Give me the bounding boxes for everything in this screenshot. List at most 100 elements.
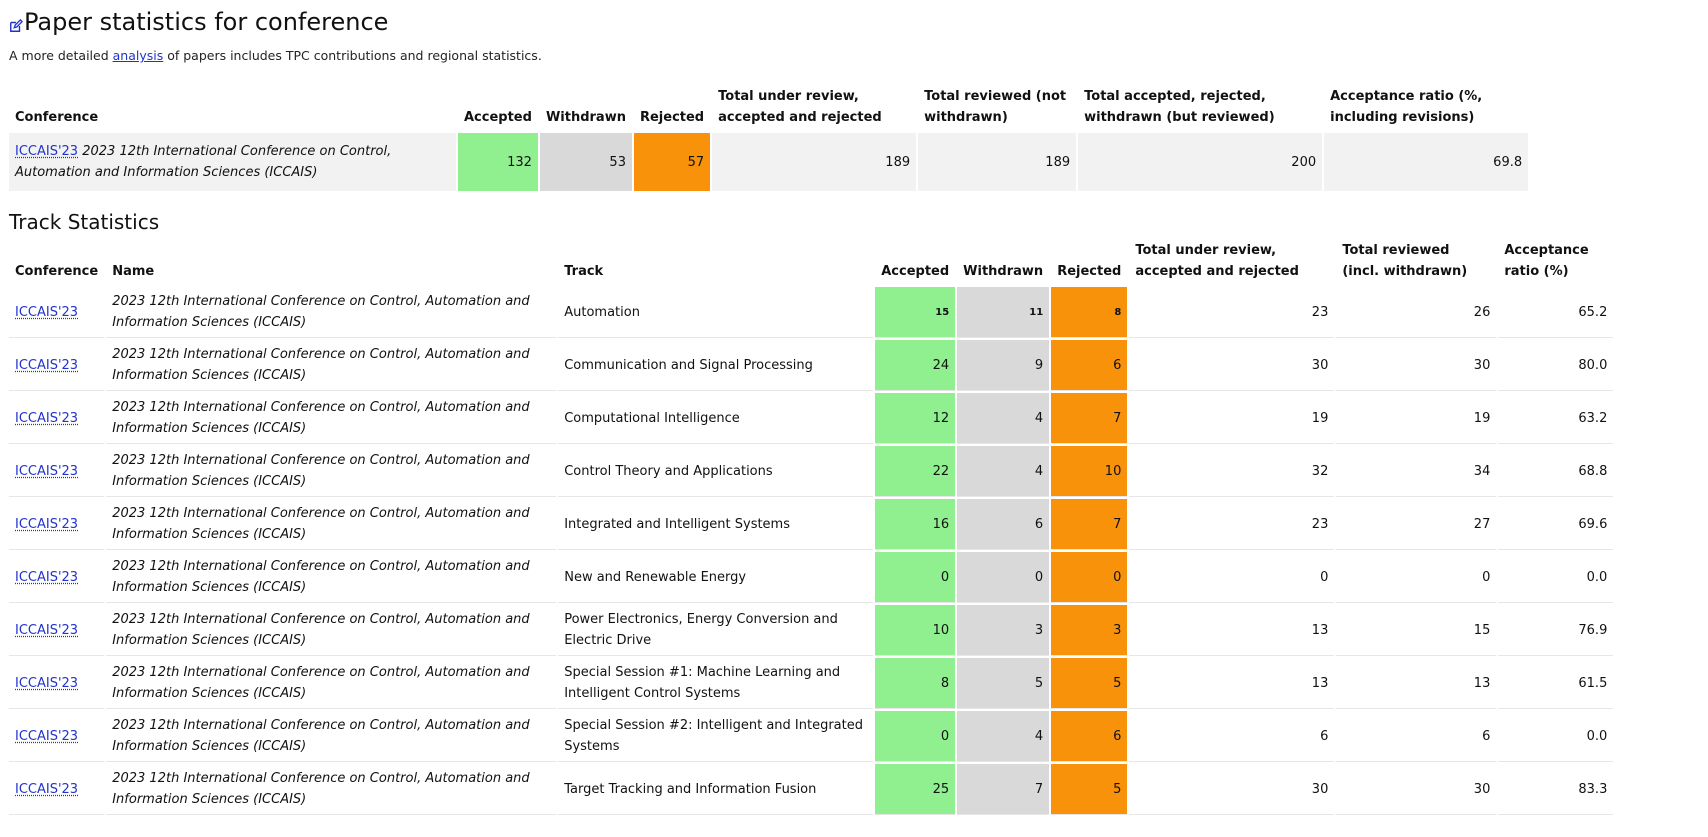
conference-acronym-link[interactable]: ICCAIS'23 (15, 781, 79, 797)
track-conference-cell: ICCAIS'23 (9, 711, 105, 762)
track-total-under-review: 0 (1129, 552, 1335, 603)
conference-acronym-link[interactable]: ICCAIS'23 (15, 357, 79, 373)
track-conference-cell: ICCAIS'23 (9, 340, 105, 391)
track-accepted: 16 (875, 499, 956, 550)
track-conference-name: 2023 12th International Conference on Co… (106, 711, 557, 762)
track-conference-name: 2023 12th International Conference on Co… (106, 552, 557, 603)
track-acceptance-ratio: 76.9 (1498, 605, 1614, 656)
track-total-reviewed: 27 (1336, 499, 1497, 550)
intro-text: A more detailed analysis of papers inclu… (9, 48, 1699, 64)
track-name: Integrated and Intelligent Systems (558, 499, 874, 550)
track-name: Power Electronics, Energy Conversion and… (558, 605, 874, 656)
track-total-reviewed: 30 (1336, 340, 1497, 391)
track-rejected: 8 (1051, 287, 1128, 338)
table-row: ICCAIS'23 2023 12th International Confer… (9, 340, 1614, 391)
track-accepted: 12 (875, 393, 956, 444)
summary-conference-cell: ICCAIS'23 2023 12th International Confer… (9, 133, 456, 191)
page-title: Paper statistics for conference (9, 6, 1699, 38)
track-rejected: 7 (1051, 499, 1128, 550)
track-total-reviewed: 34 (1336, 446, 1497, 497)
track-conference-cell: ICCAIS'23 (9, 287, 105, 338)
track-header-row: Conference Name Track Accepted Withdrawn… (9, 237, 1613, 285)
track-name: Computational Intelligence (558, 393, 874, 444)
track-withdrawn: 7 (957, 764, 1050, 815)
conference-acronym-link[interactable]: ICCAIS'23 (15, 144, 79, 159)
header-acceptance-ratio: Acceptance ratio (%, including revisions… (1330, 89, 1483, 125)
conference-acronym-link[interactable]: ICCAIS'23 (15, 675, 79, 691)
conference-acronym-link[interactable]: ICCAIS'23 (15, 463, 79, 479)
track-rejected: 5 (1051, 764, 1128, 815)
page-title-text: Paper statistics for conference (24, 8, 389, 36)
track-conference-cell: ICCAIS'23 (9, 605, 105, 656)
track-conference-name: 2023 12th International Conference on Co… (106, 446, 557, 497)
track-total-under-review: 13 (1129, 658, 1335, 709)
track-withdrawn: 6 (957, 499, 1050, 550)
track-withdrawn: 4 (957, 446, 1050, 497)
track-total-under-review: 32 (1129, 446, 1335, 497)
track-name: Special Session #2: Intelligent and Inte… (558, 711, 874, 762)
conference-acronym-link[interactable]: ICCAIS'23 (15, 728, 79, 744)
track-accepted: 22 (875, 446, 956, 497)
summary-row: ICCAIS'23 2023 12th International Confer… (9, 133, 1529, 191)
track-statistics-table: Conference Name Track Accepted Withdrawn… (7, 235, 1615, 817)
table-row: ICCAIS'23 2023 12th International Confer… (9, 287, 1614, 338)
track-rejected: 6 (1051, 340, 1128, 391)
track-name: New and Renewable Energy (558, 552, 874, 603)
track-conference-name: 2023 12th International Conference on Co… (106, 393, 557, 444)
summary-header-row: Conference Accepted Withdrawn Rejected T… (9, 83, 1528, 131)
conference-acronym-link[interactable]: ICCAIS'23 (15, 304, 79, 320)
table-row: ICCAIS'23 2023 12th International Confer… (9, 499, 1614, 550)
conference-acronym-link[interactable]: ICCAIS'23 (15, 622, 79, 638)
track-withdrawn: 5 (957, 658, 1050, 709)
track-header-total-reviewed: Total reviewed (incl. withdrawn) (1342, 243, 1468, 279)
track-header-withdrawn: Withdrawn (963, 264, 1044, 279)
track-acceptance-ratio: 80.0 (1498, 340, 1614, 391)
track-conference-name: 2023 12th International Conference on Co… (106, 605, 557, 656)
summary-withdrawn: 53 (539, 133, 632, 191)
track-acceptance-ratio: 69.6 (1498, 499, 1614, 550)
track-total-reviewed: 15 (1336, 605, 1497, 656)
edit-icon[interactable] (9, 19, 23, 33)
track-withdrawn: 4 (957, 393, 1050, 444)
header-total-under-review: Total under review, accepted and rejecte… (718, 89, 882, 125)
table-row: ICCAIS'23 2023 12th International Confer… (9, 658, 1614, 709)
track-rejected: 0 (1051, 552, 1128, 603)
track-total-under-review: 6 (1129, 711, 1335, 762)
track-conference-cell: ICCAIS'23 (9, 764, 105, 815)
track-header-total-under-review: Total under review, accepted and rejecte… (1135, 243, 1299, 279)
track-total-reviewed: 13 (1336, 658, 1497, 709)
track-acceptance-ratio: 0.0 (1498, 711, 1614, 762)
track-header-rejected: Rejected (1057, 264, 1122, 279)
intro-before: A more detailed (9, 48, 113, 63)
track-total-reviewed: 30 (1336, 764, 1497, 815)
track-rejected: 5 (1051, 658, 1128, 709)
header-total-arw: Total accepted, rejected, withdrawn (but… (1084, 89, 1275, 125)
track-rejected: 10 (1051, 446, 1128, 497)
track-withdrawn: 9 (957, 340, 1050, 391)
track-rows: ICCAIS'23 2023 12th International Confer… (9, 287, 1614, 815)
track-header-accepted: Accepted (881, 264, 950, 279)
conference-acronym-link[interactable]: ICCAIS'23 (15, 410, 79, 426)
track-rejected: 3 (1051, 605, 1128, 656)
track-acceptance-ratio: 65.2 (1498, 287, 1614, 338)
conference-acronym-link[interactable]: ICCAIS'23 (15, 569, 79, 585)
track-conference-name: 2023 12th International Conference on Co… (106, 658, 557, 709)
conference-name: 2023 12th International Conference on Co… (15, 144, 392, 180)
track-conference-cell: ICCAIS'23 (9, 393, 105, 444)
track-rejected: 6 (1051, 711, 1128, 762)
track-conference-cell: ICCAIS'23 (9, 658, 105, 709)
header-withdrawn: Withdrawn (545, 110, 626, 125)
track-rejected: 7 (1051, 393, 1128, 444)
track-header-name: Name (112, 264, 155, 279)
track-header-acceptance-ratio: Acceptance ratio (%) (1504, 243, 1589, 279)
track-conference-cell: ICCAIS'23 (9, 499, 105, 550)
track-conference-name: 2023 12th International Conference on Co… (106, 340, 557, 391)
analysis-link[interactable]: analysis (112, 48, 164, 63)
track-total-reviewed: 26 (1336, 287, 1497, 338)
track-acceptance-ratio: 83.3 (1498, 764, 1614, 815)
conference-acronym-link[interactable]: ICCAIS'23 (15, 516, 79, 532)
track-conference-cell: ICCAIS'23 (9, 552, 105, 603)
track-conference-name: 2023 12th International Conference on Co… (106, 287, 557, 338)
track-withdrawn: 0 (957, 552, 1050, 603)
track-total-reviewed: 0 (1336, 552, 1497, 603)
